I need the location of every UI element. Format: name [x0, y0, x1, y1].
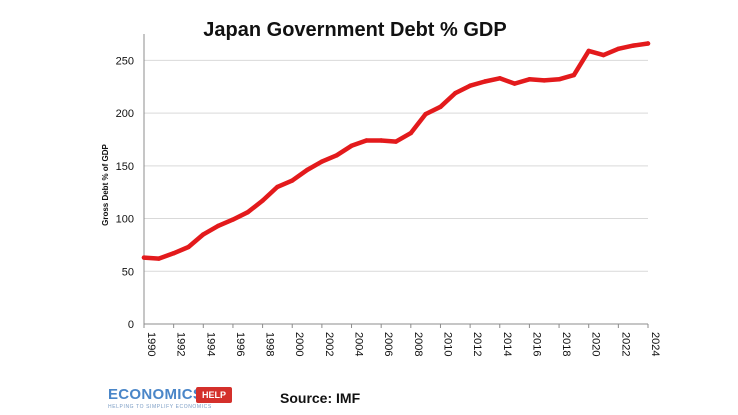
- data-point: [364, 138, 369, 143]
- data-point: [186, 244, 191, 250]
- x-tick-label: 2022: [619, 332, 631, 356]
- data-point: [645, 41, 651, 46]
- x-tick-label: 2010: [441, 332, 453, 356]
- x-tick-label: 2018: [560, 332, 572, 356]
- data-point: [482, 79, 488, 84]
- x-tick-label: 2002: [323, 332, 335, 356]
- data-point: [304, 167, 310, 173]
- source-note: Source: IMF: [280, 390, 361, 406]
- y-tick-label: 200: [116, 108, 134, 120]
- data-point: [586, 48, 591, 54]
- x-tick-label: 1998: [264, 332, 276, 356]
- y-axis-label: Gross Debt % of GDP: [101, 143, 110, 225]
- data-point: [571, 72, 577, 78]
- x-tick-label: 2020: [590, 332, 602, 356]
- y-tick-label: 50: [122, 266, 134, 278]
- data-point: [141, 255, 147, 260]
- data-point: [556, 77, 562, 82]
- y-tick-label: 250: [116, 55, 134, 67]
- data-point: [616, 46, 621, 51]
- data-point: [408, 130, 413, 136]
- x-tick-label: 2012: [471, 332, 483, 356]
- x-tick-label: 1994: [204, 332, 216, 356]
- x-tick-label: 2006: [382, 332, 394, 356]
- logo-tagline: HELPING TO SIMPLIFY ECONOMICS: [108, 404, 212, 410]
- x-tick-label: 2024: [649, 332, 661, 356]
- x-tick-label: 2008: [412, 332, 424, 356]
- data-point: [631, 43, 636, 48]
- data-point: [393, 139, 399, 144]
- data-point: [319, 159, 325, 164]
- chart-title: Japan Government Debt % GDP: [203, 19, 506, 41]
- x-tick-label: 1996: [234, 332, 246, 356]
- y-tick-label: 100: [116, 214, 134, 226]
- data-point: [201, 232, 206, 237]
- y-tick-label: 0: [128, 319, 134, 331]
- data-point: [290, 178, 295, 183]
- data-point: [497, 76, 502, 81]
- data-point: [467, 83, 473, 88]
- data-point: [349, 143, 354, 148]
- x-tick-label: 2016: [530, 332, 542, 356]
- economics-help-logo: ECONOMICS HELP HELPING TO SIMPLIFY ECONO…: [108, 386, 232, 412]
- data-point: [542, 78, 547, 83]
- data-point: [527, 77, 532, 82]
- data-point: [215, 223, 221, 229]
- logo-badge: HELP: [196, 387, 232, 403]
- data-point: [334, 153, 339, 158]
- data-point: [379, 138, 384, 143]
- data-point: [438, 104, 443, 110]
- x-tick-label: 2004: [353, 332, 365, 356]
- data-point: [260, 198, 265, 203]
- data-point: [275, 184, 280, 190]
- x-tick-label: 2000: [293, 332, 305, 356]
- y-tick-label: 150: [116, 161, 134, 173]
- data-point: [512, 81, 517, 86]
- x-tick-label: 1990: [145, 332, 157, 356]
- x-tick-label: 2014: [501, 332, 513, 356]
- data-point: [230, 217, 236, 222]
- data-point: [245, 210, 250, 215]
- data-point: [453, 90, 458, 96]
- x-tick-label: 1992: [175, 332, 187, 356]
- data-point: [156, 256, 161, 261]
- logo-wordmark: ECONOMICS: [108, 386, 204, 403]
- data-point: [423, 111, 428, 117]
- data-point: [171, 251, 176, 256]
- data-point: [601, 52, 606, 58]
